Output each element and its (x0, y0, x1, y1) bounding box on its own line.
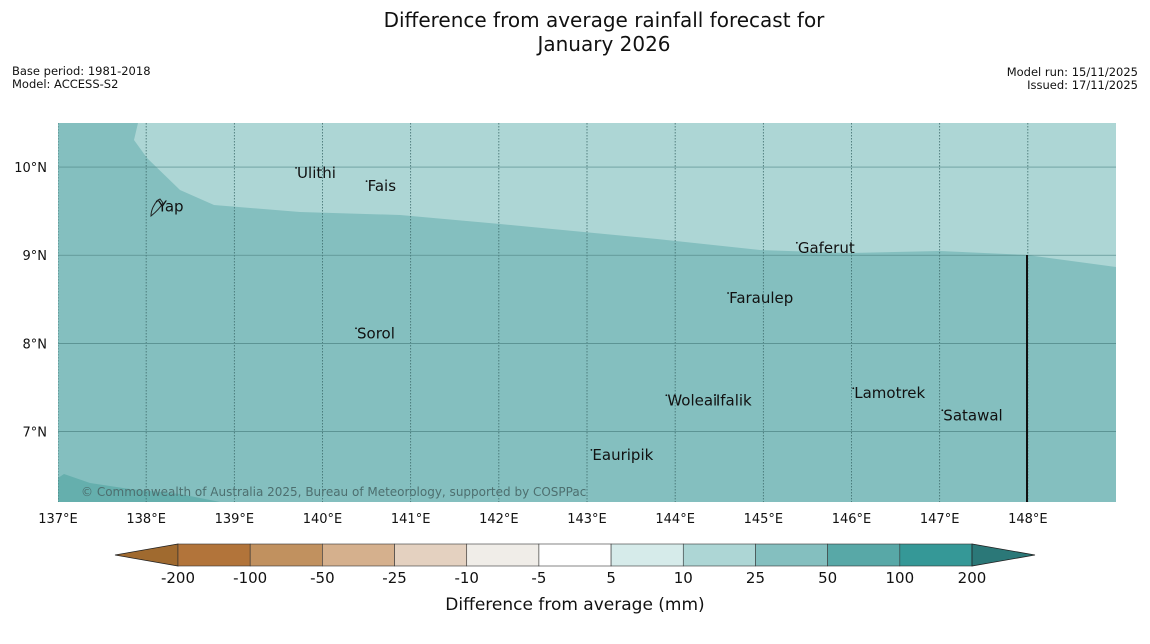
place-label[interactable]: Satawal (943, 406, 1002, 424)
longitude-label: 148°E (1008, 512, 1048, 527)
colorbar-tick-label: 25 (746, 569, 765, 587)
latitude-label: 10°N (14, 161, 47, 176)
map-title: Difference from average rainfall forecas… (300, 8, 908, 56)
place-marker (713, 394, 716, 397)
place-marker (727, 292, 729, 294)
title-line-1: Difference from average rainfall forecas… (383, 8, 825, 32)
issued-date: Issued: 17/11/2025 (1027, 78, 1138, 92)
longitude-label: 147°E (920, 512, 960, 527)
colorbar-tick-label: -200 (161, 569, 195, 587)
place-label[interactable]: Faraulep (729, 289, 793, 307)
place-marker (295, 166, 297, 169)
colorbar-segment (249, 543, 323, 567)
colorbar-segment (899, 543, 973, 567)
place-marker (590, 449, 593, 451)
place-label[interactable]: Lamotrek (854, 384, 925, 402)
colorbar: -200 -100 -50 -25 -10 -5 5 10 25 50 100 200 (114, 543, 1036, 587)
colorbar-segment (755, 543, 828, 567)
meta-left: Base period: 1981-2018 Model: ACCESS-S2 (12, 65, 151, 91)
longitude-label: 143°E (567, 512, 607, 527)
longitude-label: 141°E (391, 512, 431, 527)
copyright-notice: © Commonwealth of Australia 2025, Bureau… (81, 485, 586, 499)
base-period: Base period: 1981-2018 (12, 64, 151, 78)
latitude-label: 7°N (23, 425, 48, 440)
place-marker (155, 200, 158, 203)
place-label[interactable]: Gaferut (798, 239, 855, 257)
colorbar-tick-label: -100 (233, 569, 267, 587)
colorbar-segment (682, 543, 756, 567)
longitude-label: 145°E (744, 512, 784, 527)
region-slightly-above-average (134, 123, 1116, 267)
colorbar-tick-label: -10 (454, 569, 479, 587)
colorbar-tick-label: 200 (958, 569, 987, 587)
longitude-label: 139°E (215, 512, 255, 527)
longitude-label: 146°E (832, 512, 872, 527)
meta-right: Model run: 15/11/2025 Issued: 17/11/2025 (1007, 66, 1138, 92)
place-label[interactable]: Ulithi (297, 164, 336, 182)
title-line-2: January 2026 (537, 32, 671, 56)
colorbar-tick-label: 10 (674, 569, 693, 587)
place-labels: Ulithi Fais Yap Gaferut Faraulep Sorol Lamotre… (155, 164, 1003, 464)
yap-island-shape (150, 198, 164, 218)
colorbar-segment (466, 543, 540, 567)
place-marker (795, 241, 798, 244)
place-label[interactable]: Sorol (357, 324, 395, 342)
longitude-label: 140°E (303, 512, 343, 527)
colorbar-max-extension (971, 543, 1036, 567)
longitude-label: 137°E (38, 512, 78, 527)
colorbar-segment (538, 543, 612, 567)
place-marker (355, 327, 357, 330)
longitude-label: 144°E (655, 512, 695, 527)
colorbar-tick-label: 50 (818, 569, 837, 587)
place-label[interactable]: Yap (157, 197, 184, 215)
colorbar-segment (322, 543, 395, 567)
place-marker (941, 409, 944, 412)
place-marker (365, 180, 368, 183)
place-label[interactable]: Ifalik (716, 391, 752, 409)
place-marker (852, 387, 855, 390)
colorbar-tick-label: 5 (606, 569, 616, 587)
place-label[interactable]: Fais (368, 177, 397, 195)
longitude-label: 142°E (479, 512, 519, 527)
model-run: Model run: 15/11/2025 (1006, 65, 1138, 79)
latitude-label: 9°N (23, 249, 48, 264)
colorbar-segment (394, 543, 468, 567)
colorbar-tick-label: -50 (310, 569, 335, 587)
colorbar-tick-label: 100 (885, 569, 914, 587)
colorbar-tick-label: -5 (531, 569, 546, 587)
map-gridlines (58, 123, 1116, 502)
colorbar-segment (610, 543, 684, 567)
latitude-labels: 10°N 9°N 8°N 7°N (14, 161, 47, 440)
longitude-labels: 137°E 138°E 139°E 140°E 141°E 142°E 143°E 144°E… (38, 512, 1047, 527)
place-marker (665, 394, 668, 397)
model-name: Model: ACCESS-S2 (12, 77, 119, 91)
map-area[interactable]: © Commonwealth of Australia 2025, Bureau… (58, 123, 1116, 502)
place-label[interactable]: Woleai (667, 391, 717, 409)
longitude-label: 138°E (126, 512, 166, 527)
colorbar-segment (827, 543, 901, 567)
colorbar-tick-label: -25 (382, 569, 407, 587)
latitude-label: 8°N (23, 337, 48, 352)
colorbar-title: Difference from average (mm) (445, 595, 704, 615)
region-well-above-average (58, 474, 220, 502)
colorbar-min-extension (114, 543, 179, 567)
place-label[interactable]: Eauripik (592, 446, 653, 464)
colorbar-segment (177, 543, 251, 567)
